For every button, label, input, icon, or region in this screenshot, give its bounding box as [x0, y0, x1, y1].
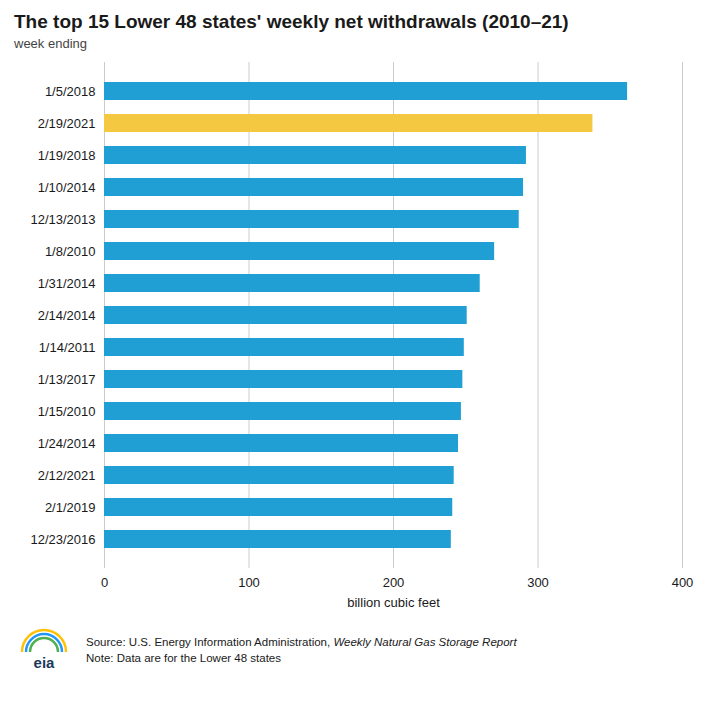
- svg-text:12/13/2013: 12/13/2013: [30, 212, 95, 227]
- html-text:The top 15 Lower 48 states' we: The top 15 Lower 48 states' weekly net w…: [14, 11, 569, 32]
- svg-text:300: 300: [527, 575, 549, 590]
- svg-text:1/10/2014: 1/10/2014: [38, 180, 96, 195]
- svg-text:2/19/2021: 2/19/2021: [38, 116, 96, 131]
- svg-text:1/19/2018: 1/19/2018: [38, 148, 96, 163]
- svg-text:2/12/2021: 2/12/2021: [38, 468, 96, 483]
- html-text:Note: Data are for the Lower 4: Note: Data are for the Lower 48 states: [86, 652, 281, 664]
- svg-text:200: 200: [383, 575, 405, 590]
- svg-text:100: 100: [238, 575, 260, 590]
- svg-text:1/8/2010: 1/8/2010: [45, 244, 96, 259]
- html-text:Source: U.S. Energy Informatio: Source: U.S. Energy Information Administ…: [86, 636, 517, 648]
- svg-text:400: 400: [672, 575, 694, 590]
- svg-text:2/14/2014: 2/14/2014: [38, 308, 96, 323]
- svg-text:billion cubic feet: billion cubic feet: [347, 595, 440, 610]
- html-text:week ending: week ending: [14, 36, 87, 51]
- svg-text:1/15/2010: 1/15/2010: [38, 404, 96, 419]
- svg-text:1/24/2014: 1/24/2014: [38, 436, 96, 451]
- svg-text:1/5/2018: 1/5/2018: [45, 84, 96, 99]
- svg-text:1/14/2011: 1/14/2011: [39, 340, 96, 355]
- svg-text:0: 0: [101, 575, 108, 590]
- svg-text:12/23/2016: 12/23/2016: [30, 532, 95, 547]
- svg-text:1/31/2014: 1/31/2014: [38, 276, 96, 291]
- svg-text:eia: eia: [34, 654, 56, 671]
- svg-text:2/1/2019: 2/1/2019: [45, 500, 96, 515]
- svg-text:1/13/2017: 1/13/2017: [38, 372, 96, 387]
